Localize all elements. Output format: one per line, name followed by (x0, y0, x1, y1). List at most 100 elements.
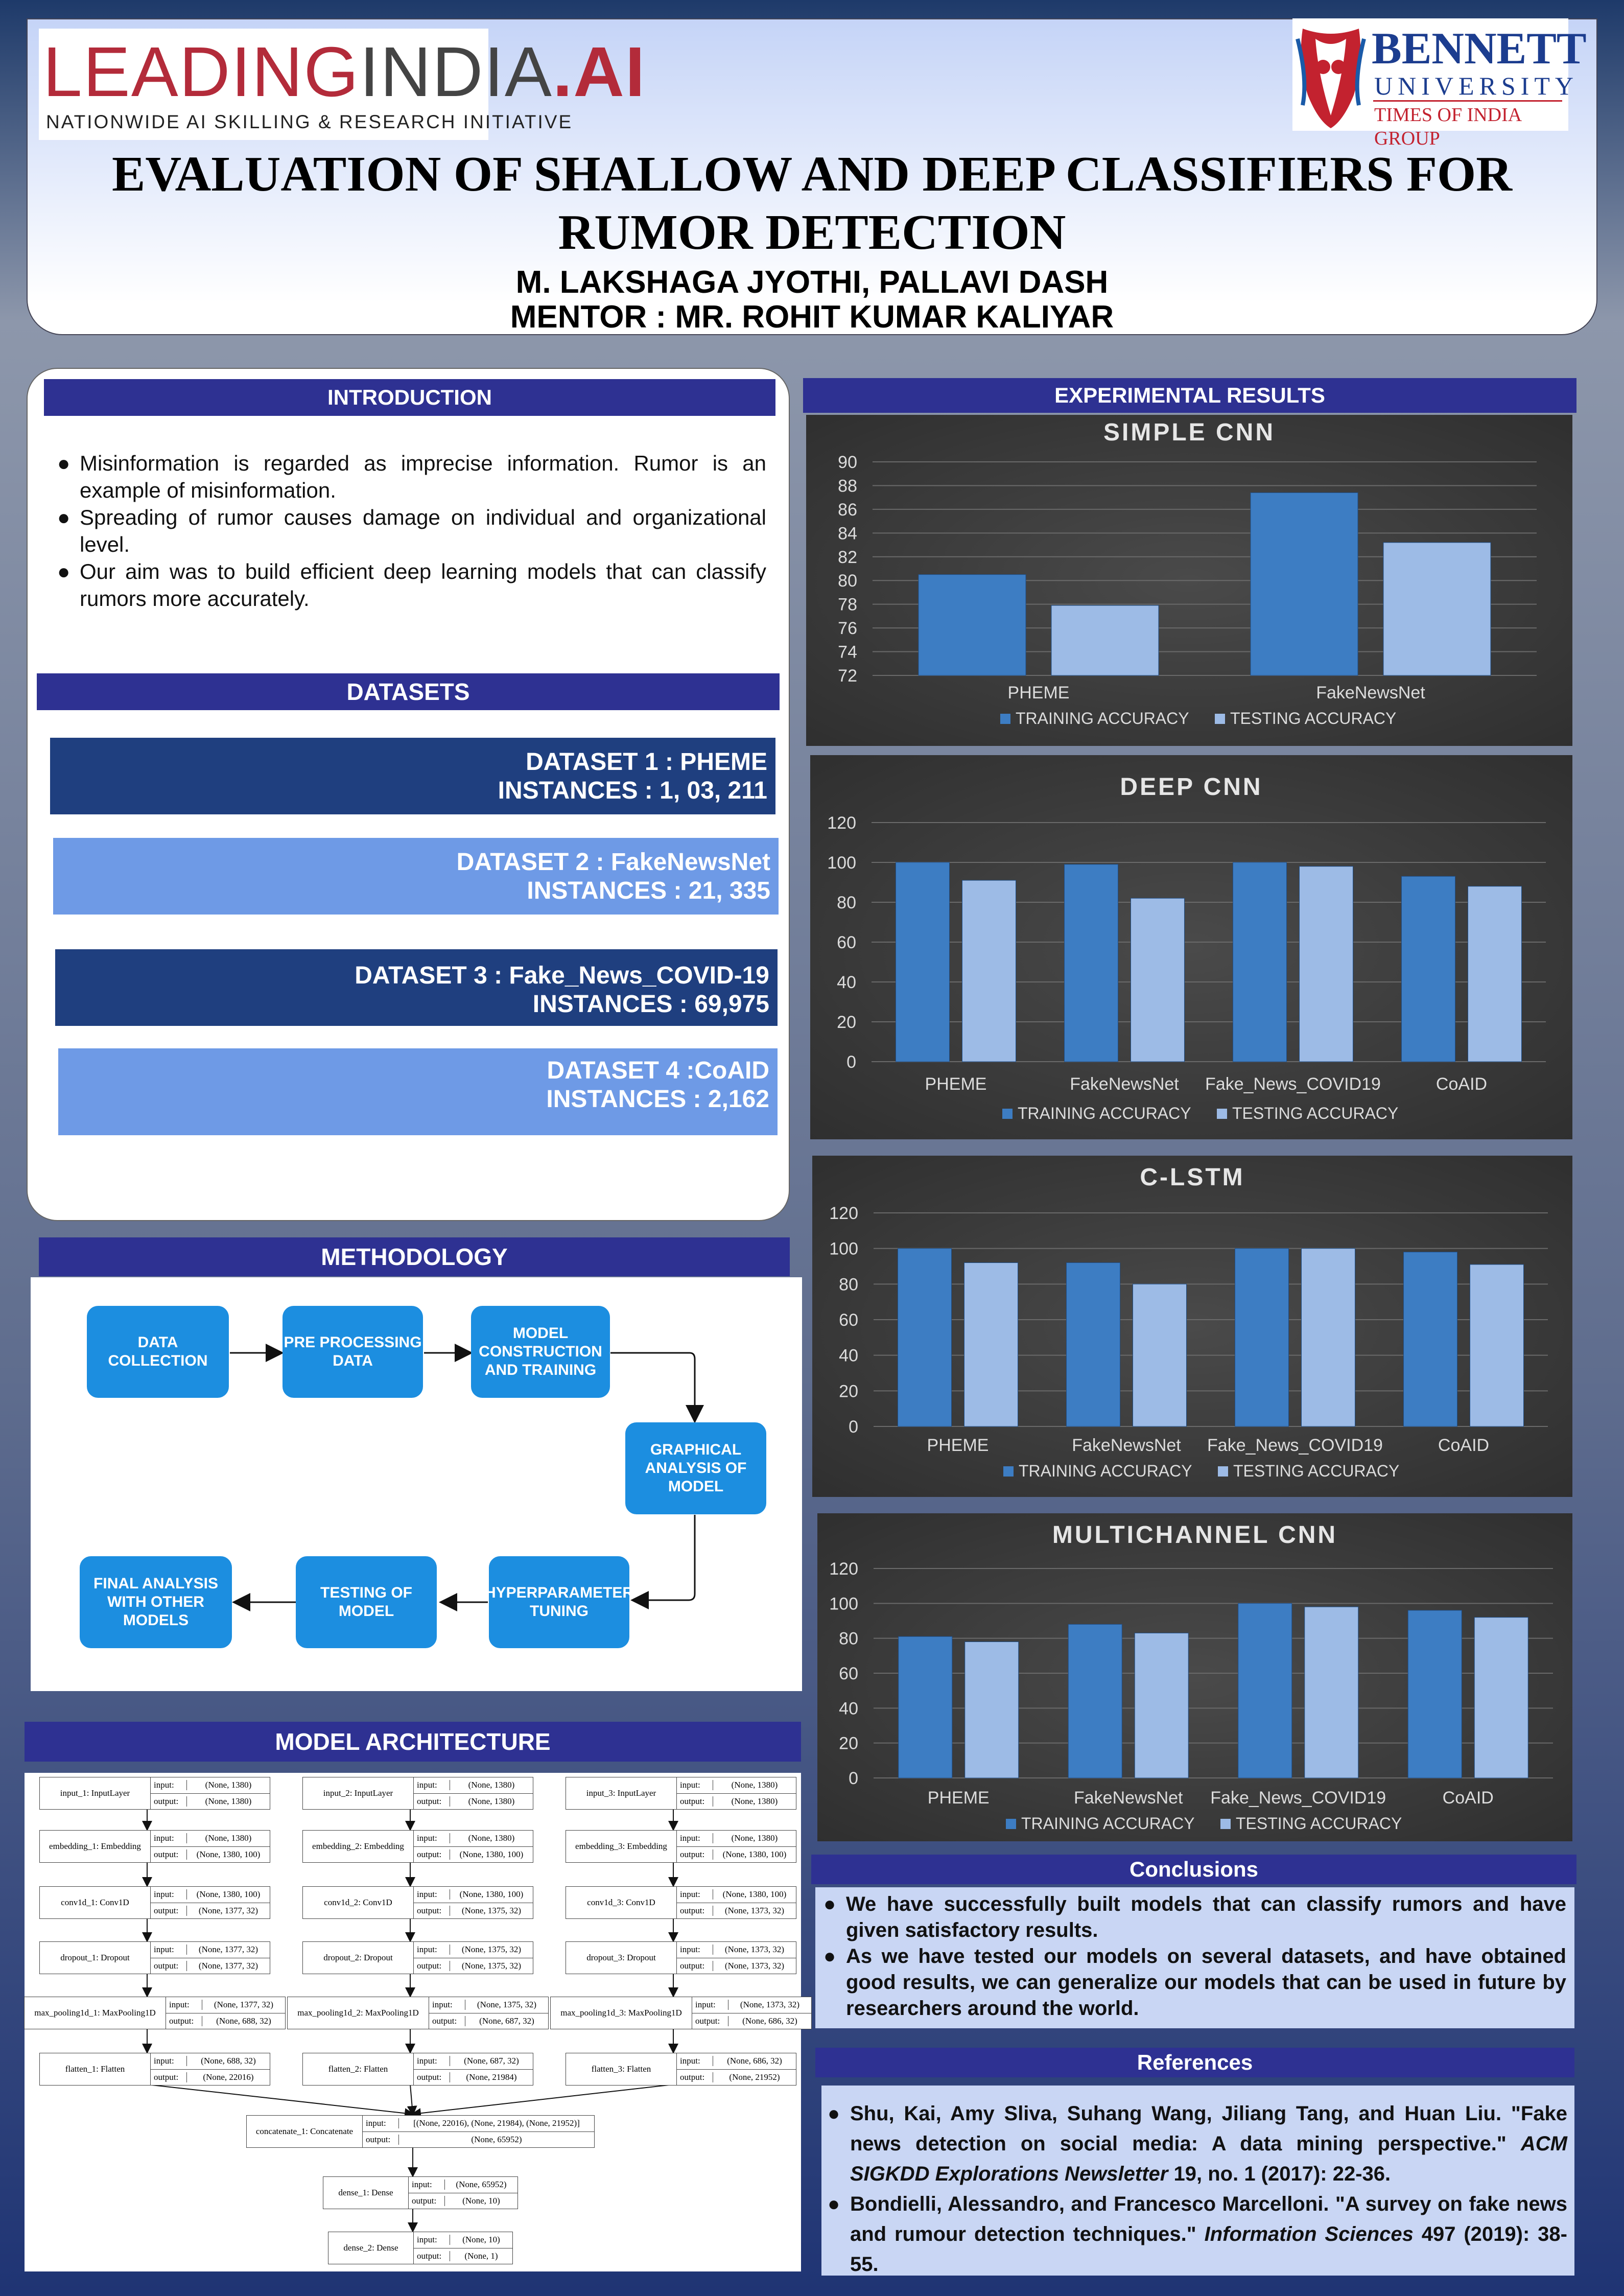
layer-name: dropout_3: Dropout (566, 1942, 677, 1974)
dataset-card: DATASET 3 : Fake_News_COVID-19 INSTANCES… (55, 949, 778, 1026)
layer-io-shape: (None, 686, 32) (742, 2016, 797, 2026)
dataset-instances: INSTANCES : 1, 03, 211 (498, 777, 767, 804)
chart-legend-label: TESTING ACCURACY (1236, 1814, 1402, 1833)
layer-io-key: output: (414, 1905, 450, 1916)
layer-name: max_pooling1d_1: MaxPooling1D (25, 1997, 166, 2029)
chart-bar (964, 1262, 1018, 1427)
bennett-name: BENNETT (1372, 24, 1587, 74)
chart-bar (1474, 1617, 1528, 1778)
architecture-layer: max_pooling1d_1: MaxPooling1D input: (None… (24, 1997, 286, 2029)
dataset-instances: INSTANCES : 2,162 (546, 1086, 769, 1113)
flow-step-model-construction: MODEL CONSTRUCTION AND TRAINING (471, 1306, 610, 1398)
chart-legend-label: TRAINING ACCURACY (1021, 1814, 1195, 1833)
layer-io-shape: (None, 1373, 32) (740, 2000, 800, 2010)
layer-name: conv1d_2: Conv1D (303, 1887, 414, 1918)
chart-legend-label: TRAINING ACCURACY (1018, 1104, 1191, 1122)
chart-category-label: CoAID (1436, 1074, 1487, 1094)
architecture-arrow (411, 2084, 674, 2119)
flowchart-arrows (230, 1344, 704, 1611)
layer-io-shape: (None, 1380, 100) (722, 1889, 787, 1900)
layer-name: max_pooling1d_2: MaxPooling1D (288, 1997, 429, 2029)
dataset-name: DATASET 2 : FakeNewsNet (456, 849, 770, 876)
deep-cnn-chart: DEEP CNN 0 20 40 60 80 100 120 PHEME FakeNewsNet F… (827, 774, 1546, 1122)
chart-category-label: FakeNewsNet (1316, 683, 1425, 702)
layer-io-shape: (None, 1380, 100) (196, 1889, 261, 1900)
layer-io-shape: (None, 687, 32) (479, 2016, 534, 2026)
layer-name: dense_2: Dense (328, 2232, 414, 2264)
chart-legend-swatch (1218, 1466, 1228, 1477)
introduction-item: Spreading of rumor causes damage on indi… (57, 504, 766, 558)
layer-io-key: input: (414, 2056, 450, 2067)
layer-name: flatten_2: Flatten (303, 2053, 414, 2085)
layer-io-key: output: (414, 2251, 450, 2261)
layer-io-key: output: (677, 2072, 713, 2082)
layer-io-key: input: (409, 2180, 445, 2190)
layer-io-shape: (None, 10) (462, 2195, 500, 2206)
chart-y-tick-label: 80 (839, 1629, 858, 1649)
architecture-layer: input_3: InputLayer input: (None, 1380) out… (566, 1777, 796, 1810)
layer-io-key: output: (414, 1960, 450, 1971)
references-heading: References (815, 2048, 1574, 2077)
reference-authors: Shu, Kai, Amy Sliva, Suhang Wang, Jilian… (850, 2102, 1567, 2155)
chart-y-tick-label: 74 (838, 643, 857, 662)
bennett-group: TIMES OF INDIA GROUP (1374, 104, 1521, 149)
conclusion-item: We have successfully built models that c… (823, 1891, 1566, 1943)
layer-io-shape: (None, 1375, 32) (461, 1944, 522, 1955)
chart-panel-simple-cnn: SIMPLE CNN 72 74 76 78 80 82 84 86 88 90 PHEME FakeN… (806, 415, 1572, 746)
chart-title: DEEP CNN (1120, 774, 1262, 801)
layer-io-key: input: (414, 1889, 450, 1900)
dataset-card: DATASET 1 : PHEME INSTANCES : 1, 03, 211 (50, 738, 775, 814)
layer-name: dense_1: Dense (323, 2177, 409, 2209)
layer-name: embedding_2: Embedding (303, 1831, 414, 1862)
chart-legend-swatch (1006, 1819, 1016, 1829)
chart-y-tick-label: 20 (837, 1013, 856, 1032)
logo-word-leading: LEADING (43, 33, 360, 111)
chart-category-label: FakeNewsNet (1070, 1074, 1179, 1094)
references-box: Shu, Kai, Amy Sliva, Suhang Wang, Jilian… (821, 2086, 1574, 2276)
layer-name: conv1d_1: Conv1D (40, 1887, 151, 1918)
chart-panel-multichannel-cnn: MULTICHANNEL CNN 0 20 40 60 80 100 120 PHEME Fake… (817, 1513, 1572, 1841)
layer-io-key: output: (151, 1905, 187, 1916)
conclusions-box: We have successfully built models that c… (815, 1887, 1574, 2028)
layer-io-key: output: (677, 1849, 713, 1860)
chart-bar (1383, 542, 1491, 676)
layer-io-key: input: (677, 1889, 713, 1900)
chart-category-label: Fake_News_COVID19 (1210, 1788, 1386, 1808)
layer-io-shape: (None, 65952) (456, 2180, 507, 2190)
architecture-layer: dropout_1: Dropout input: (None, 1377, 32)… (39, 1941, 270, 1974)
architecture-layer: dense_2: Dense input: (None, 10) output: (No… (328, 2232, 513, 2264)
layer-name: embedding_3: Embedding (566, 1831, 677, 1862)
reference-venue: Information Sciences (1204, 2223, 1414, 2245)
chart-bar (1403, 1252, 1457, 1427)
layer-io-key: output: (429, 2016, 465, 2026)
layer-io-key: input: (151, 2056, 187, 2067)
layer-io-key: input: (414, 2235, 450, 2245)
layer-name: concatenate_1: Concatenate (247, 2116, 363, 2147)
architecture-arrow (147, 2084, 415, 2119)
layer-name: max_pooling1d_3: MaxPooling1D (551, 1997, 692, 2029)
chart-y-tick-label: 76 (838, 619, 857, 638)
chart-bar (1131, 898, 1185, 1062)
layer-io-key: output: (151, 1849, 187, 1860)
results-heading: EXPERIMENTAL RESULTS (803, 378, 1576, 413)
flow-step-preprocessing: PRE PROCESSING DATA (283, 1306, 423, 1398)
layer-io-shape: (None, 1380) (468, 1780, 515, 1790)
chart-category-label: FakeNewsNet (1072, 1436, 1181, 1455)
layer-io-key: output: (677, 1796, 713, 1807)
architecture-layer: dropout_2: Dropout input: (None, 1375, 32)… (302, 1941, 533, 1974)
dataset-name: DATASET 4 :CoAID (547, 1057, 769, 1084)
layer-io-shape: (None, 22016) (203, 2072, 254, 2082)
introduction-item: Our aim was to build efficient deep lear… (57, 558, 766, 612)
layer-io-key: input: (677, 1780, 713, 1791)
layer-name: embedding_1: Embedding (40, 1831, 151, 1862)
layer-io-key: output: (151, 1960, 187, 1971)
chart-y-tick-label: 0 (846, 1052, 856, 1072)
chart-y-tick-label: 100 (829, 1594, 858, 1613)
dataset-card: DATASET 4 :CoAID INSTANCES : 2,162 (58, 1048, 778, 1135)
layer-io-shape: (None, 686, 32) (727, 2056, 782, 2066)
chart-category-label: CoAID (1443, 1788, 1494, 1808)
chart-y-tick-label: 60 (839, 1310, 858, 1330)
chart-bar (1301, 1248, 1355, 1427)
chart-bar (1468, 886, 1522, 1062)
architecture-layer: input_1: InputLayer input: (None, 1380) out… (39, 1777, 270, 1810)
